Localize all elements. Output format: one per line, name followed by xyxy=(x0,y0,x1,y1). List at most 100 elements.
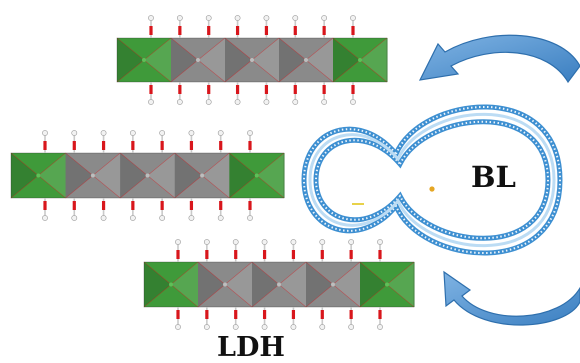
octahedron-facet xyxy=(117,38,144,82)
gold-dot xyxy=(429,186,435,192)
oxygen-atom xyxy=(72,201,76,210)
oxygen-atom xyxy=(219,201,223,210)
octahedron-facet xyxy=(92,153,121,198)
hydrogen-atom xyxy=(148,99,154,105)
octahedron-facet xyxy=(229,153,257,198)
metal-center xyxy=(169,282,173,287)
octahedron-facet xyxy=(225,38,252,82)
octahedron-facet xyxy=(120,153,148,198)
octahedron-facet xyxy=(198,262,225,307)
arrow-upper xyxy=(418,34,580,84)
hydrogen-atom xyxy=(292,15,299,21)
oxygen-atom xyxy=(43,201,47,210)
hydrogen-atom xyxy=(42,215,48,221)
hydrogen-atom xyxy=(261,239,268,245)
octahedron-facet xyxy=(252,262,279,307)
octahedron-facet xyxy=(279,262,306,307)
oxygen-atom xyxy=(207,85,211,94)
metal-center xyxy=(142,58,146,62)
metal-center xyxy=(304,58,308,62)
metal-center xyxy=(200,173,205,178)
hydrogen-atom xyxy=(377,239,383,245)
oxygen-atom xyxy=(291,250,296,259)
hydrogen-atom xyxy=(42,130,48,136)
oxygen-atom xyxy=(72,141,76,150)
oxygen-atom xyxy=(189,141,194,150)
bilayer-outer-headgroups xyxy=(302,106,562,254)
octahedron-facet xyxy=(144,262,171,307)
oxygen-atom xyxy=(149,85,153,94)
oxygen-atom xyxy=(351,26,355,35)
hydrogen-atom xyxy=(319,324,326,330)
octahedron-facet xyxy=(333,262,360,307)
hydrogen-atom xyxy=(100,130,107,136)
metal-center xyxy=(331,282,335,287)
layer-outline xyxy=(143,261,415,308)
metal-center xyxy=(250,58,254,62)
octahedron-facet xyxy=(387,262,414,307)
layer-outline xyxy=(116,37,388,83)
oxygen-atom xyxy=(349,310,353,319)
hydrogen-atom xyxy=(319,239,326,245)
hydrogen-atom xyxy=(159,130,166,136)
oxygen-atom xyxy=(178,26,182,35)
hydrogen-atom xyxy=(129,215,136,221)
oxygen-atom xyxy=(207,26,211,35)
hydrogen-atom xyxy=(71,130,78,136)
ldh-layer-middle xyxy=(10,130,285,221)
bilayer-vesicle xyxy=(301,104,563,256)
oxygen-atom xyxy=(293,26,297,35)
hydrogen-atom xyxy=(176,15,183,21)
hydrogen-atom xyxy=(148,15,154,21)
oxygen-atom xyxy=(131,201,135,210)
oxygen-atom xyxy=(176,310,180,319)
ldh-layer-top xyxy=(116,15,388,105)
oxygen-atom xyxy=(378,250,382,259)
octahedron-facet xyxy=(174,153,203,198)
oxygen-atom xyxy=(234,310,238,319)
oxygen-atom xyxy=(101,201,106,210)
octahedron-facet xyxy=(202,153,230,198)
oxygen-atom xyxy=(248,201,252,210)
hydrogen-atom xyxy=(377,324,383,330)
oxygen-atom xyxy=(262,250,267,259)
metal-center xyxy=(254,173,259,178)
hydrogen-atom xyxy=(234,99,241,105)
oxygen-atom xyxy=(262,310,267,319)
oxygen-atom xyxy=(205,250,209,259)
metal-center xyxy=(36,173,41,178)
oxygen-atom xyxy=(322,85,326,94)
oxygen-atom xyxy=(160,141,164,150)
oxygen-atom xyxy=(189,201,194,210)
oxygen-atom xyxy=(378,310,382,319)
metal-center xyxy=(385,282,389,287)
octahedron-facet xyxy=(306,262,333,307)
hydrogen-atom xyxy=(217,130,224,136)
hydrogen-atom xyxy=(232,324,239,330)
oxygen-atom xyxy=(178,85,182,94)
hydrogen-atom xyxy=(100,215,107,221)
oxygen-atom xyxy=(322,26,326,35)
oxygen-atom xyxy=(235,85,240,94)
oxygen-atom xyxy=(320,250,324,259)
hydrogen-atom xyxy=(348,324,355,330)
hydrogen-atom xyxy=(232,239,239,245)
hydrogen-atom xyxy=(129,130,136,136)
hydrogen-atom xyxy=(321,15,328,21)
hydrogen-atom xyxy=(290,324,297,330)
oxygen-atom xyxy=(235,26,240,35)
hydrogen-atom xyxy=(159,215,166,221)
octahedron-facet xyxy=(11,153,39,198)
hydrogen-atom xyxy=(321,99,328,105)
octahedron-facet xyxy=(252,38,279,82)
label-ldh: LDH xyxy=(217,332,285,363)
layer-outline xyxy=(10,152,285,199)
oxygen-atom xyxy=(320,310,324,319)
oxygen-atom xyxy=(264,26,269,35)
hydrogen-atom xyxy=(247,215,253,221)
oxygen-atom xyxy=(149,26,153,35)
metal-center xyxy=(90,173,95,178)
octahedron-facet xyxy=(306,38,333,82)
octahedron-facet xyxy=(147,153,175,198)
